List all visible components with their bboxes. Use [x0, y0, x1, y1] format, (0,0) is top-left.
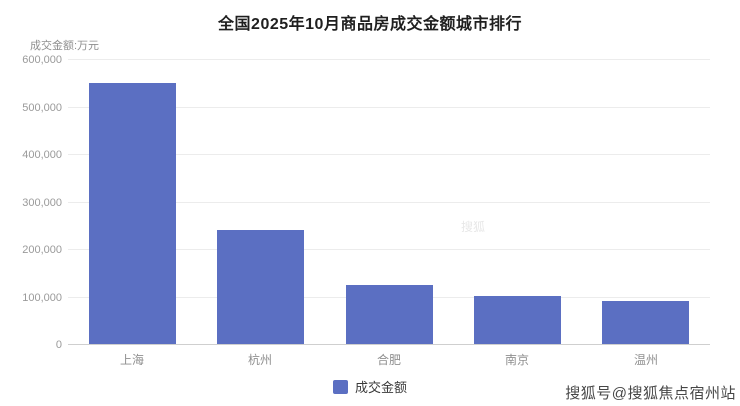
- bar-南京: [474, 296, 561, 344]
- y-axis-unit-label: 成交金额:万元: [30, 40, 100, 52]
- x-axis-label: 南京: [504, 353, 529, 367]
- gridline: [68, 249, 710, 250]
- gridline: [68, 59, 710, 60]
- gridline: [68, 201, 710, 203]
- bar-合肥: [346, 285, 433, 344]
- watermark: 搜狐号@搜狐焦点宿州站: [565, 385, 736, 402]
- gridline: [68, 106, 710, 108]
- legend-item[interactable]: 成交金额: [0, 377, 740, 396]
- y-axis-tick-label: 200,000: [22, 244, 62, 256]
- y-axis-tick-label: 500,000: [22, 101, 62, 114]
- chart-title: 全国2025年10月商品房成交金额城市排行: [218, 16, 522, 33]
- bar-温州: [602, 301, 689, 344]
- gridline: [68, 154, 710, 155]
- legend-label: 成交金额: [354, 380, 407, 395]
- y-axis-tick-label: 100,000: [22, 291, 62, 304]
- x-axis-label: 合肥: [376, 353, 401, 367]
- y-axis-tick-label: 400,000: [22, 149, 62, 161]
- plot-area: [68, 59, 710, 345]
- y-axis-tick-label: 0: [55, 339, 62, 351]
- legend-color-swatch: [332, 379, 348, 394]
- y-axis-tick-label: 300,000: [22, 196, 62, 209]
- faint-watermark: 搜狐: [460, 220, 485, 234]
- x-axis-category-labels: 上海 杭州 合肥 南京 温州: [68, 351, 710, 367]
- x-axis-label: 杭州: [247, 353, 272, 367]
- x-axis-label: 温州: [633, 353, 658, 367]
- bar-上海: [89, 83, 176, 344]
- x-axis-line: [68, 344, 710, 345]
- y-axis-tick-label: 600,000: [22, 54, 62, 66]
- bar-杭州: [217, 230, 304, 344]
- y-axis-tick-labels: 0 100,000 200,000 300,000 400,000 500,000 600,…: [0, 54, 62, 351]
- x-axis-label: 上海: [119, 353, 144, 367]
